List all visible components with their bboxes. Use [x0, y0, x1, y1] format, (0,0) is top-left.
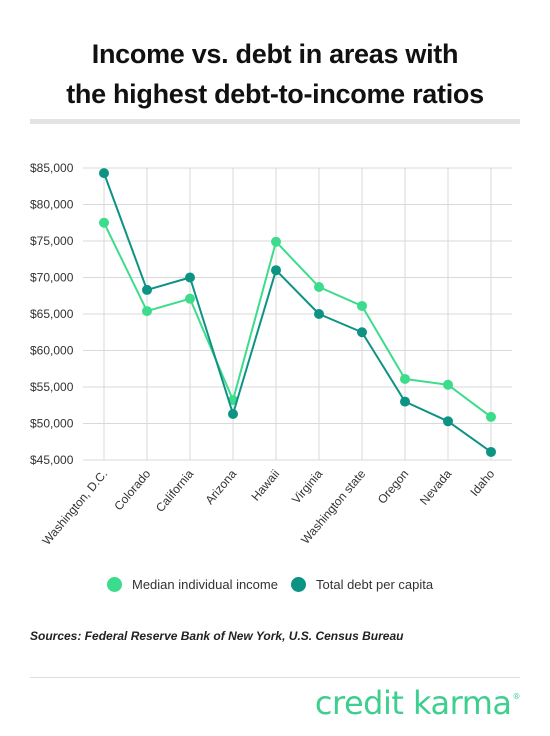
data-point: [185, 293, 195, 304]
y-tick-label: $65,000: [30, 307, 74, 321]
legend-dot-debt: [291, 577, 306, 592]
legend-label-debt: Total debt per capita: [316, 577, 434, 592]
sources-note: Sources: Federal Reserve Bank of New Yor…: [30, 629, 404, 643]
x-tick-label: Colorado: [111, 467, 153, 514]
y-tick-label: $45,000: [30, 453, 74, 467]
data-point: [443, 416, 453, 427]
series-line: [103, 172, 492, 453]
legend: Median individual income Total debt per …: [0, 577, 550, 597]
data-point: [142, 284, 152, 295]
data-point: [443, 379, 453, 390]
grid-layer: [83, 167, 512, 461]
data-point: [314, 281, 324, 292]
series-layer: [99, 168, 496, 457]
brand-wordmark: credit karma: [314, 684, 512, 722]
data-point: [99, 217, 109, 228]
data-point: [271, 236, 281, 247]
series-income: [99, 217, 496, 422]
y-tick-label: $60,000: [30, 344, 74, 358]
data-point: [357, 327, 367, 338]
data-point: [228, 409, 238, 420]
x-tick-label: Washington, D.C.: [39, 467, 110, 548]
x-tick-label: Oregon: [375, 467, 411, 507]
legend-label-income: Median individual income: [132, 577, 278, 592]
data-point: [271, 265, 281, 276]
legend-item-debt: Total debt per capita: [291, 577, 433, 592]
data-point: [400, 396, 410, 407]
y-tick-label: $75,000: [30, 234, 74, 248]
data-point: [400, 373, 410, 384]
y-tick-label: $70,000: [30, 271, 74, 285]
y-tick-label: $50,000: [30, 417, 74, 431]
data-point: [185, 272, 195, 283]
x-tick-label: California: [153, 467, 197, 515]
data-point: [314, 309, 324, 319]
x-tick-label: Hawaii: [248, 467, 282, 504]
chart-title: Income vs. debt in areas with the highes…: [0, 34, 550, 114]
brand-registered-mark: ®: [512, 692, 521, 701]
brand-logo: credit karma®: [314, 684, 521, 722]
line-chart: $45,000 $50,000 $55,000 $60,000 $65,000 $70,0…: [30, 161, 512, 548]
y-axis-labels: $45,000 $50,000 $55,000 $60,000 $65,000 $70,0…: [30, 161, 74, 467]
title-divider: [30, 119, 520, 124]
y-tick-label: $85,000: [30, 161, 74, 175]
x-tick-label: Arizona: [202, 467, 239, 507]
legend-item-income: Median individual income: [107, 577, 278, 592]
title-line-1: Income vs. debt in areas with: [91, 39, 459, 69]
data-point: [99, 168, 109, 179]
x-axis-labels: Washington, D.C. Colorado California Arizon…: [39, 467, 497, 548]
footer-divider: [30, 677, 520, 678]
title-line-2: the highest debt-to-income ratios: [66, 79, 484, 109]
series-debt: [99, 168, 496, 457]
data-point: [357, 300, 367, 311]
x-tick-label: Idaho: [467, 467, 497, 499]
series-line: [103, 222, 492, 418]
legend-dot-income: [107, 577, 122, 592]
x-tick-label: Virginia: [289, 467, 326, 507]
y-tick-label: $80,000: [30, 198, 74, 212]
data-point: [486, 446, 496, 457]
x-tick-label: Nevada: [417, 467, 455, 508]
data-point: [486, 411, 496, 422]
data-point: [142, 306, 152, 317]
y-tick-label: $55,000: [30, 380, 74, 394]
